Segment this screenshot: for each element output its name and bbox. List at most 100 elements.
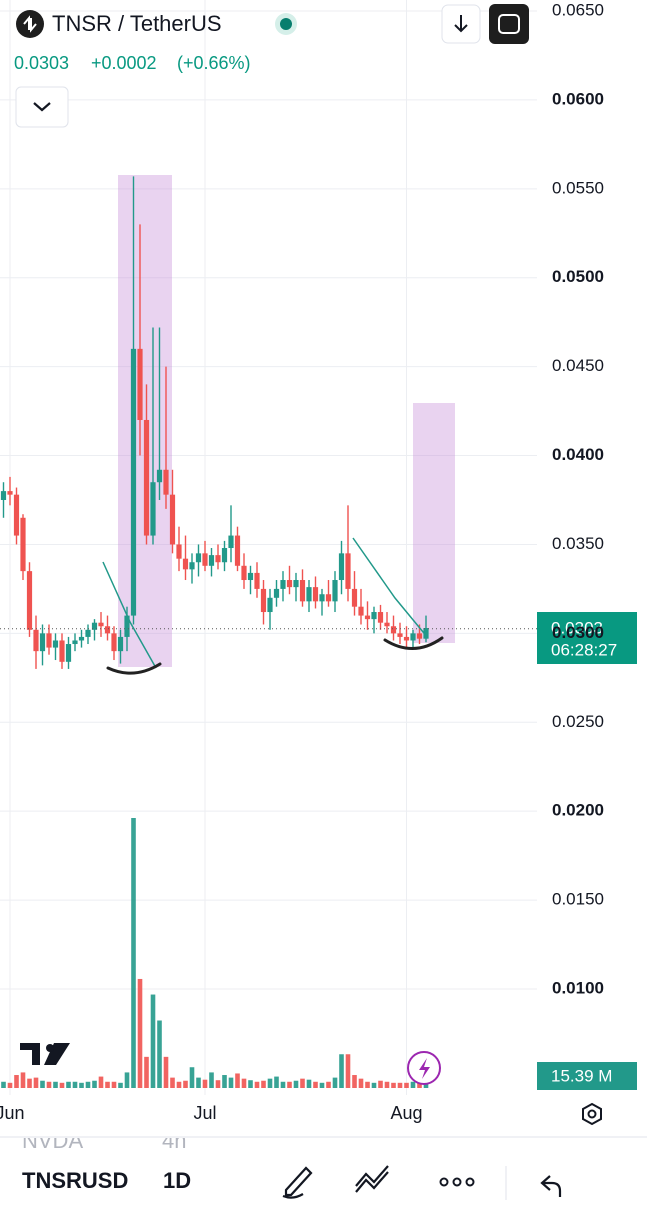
volume-tag bbox=[537, 1062, 637, 1090]
y-tick-label: 0.0450 bbox=[552, 356, 604, 375]
volume-bar bbox=[391, 1082, 396, 1088]
volume-bar bbox=[202, 1079, 208, 1088]
toolbar-symbol[interactable]: TNSRUSD bbox=[22, 1168, 128, 1193]
symbol-title[interactable]: TNSR / TetherUS bbox=[52, 11, 222, 36]
tradingview-logo bbox=[20, 1043, 70, 1065]
candle-body bbox=[150, 482, 156, 536]
candle-body bbox=[312, 587, 319, 602]
volume-bar bbox=[313, 1081, 318, 1088]
trend-line bbox=[352, 537, 429, 639]
candle-body bbox=[182, 558, 189, 570]
candle-body bbox=[91, 622, 98, 630]
y-tick-label: 0.0250 bbox=[552, 712, 604, 731]
chevron-icon bbox=[33, 102, 51, 112]
candle-body bbox=[338, 553, 345, 581]
settings-icon[interactable] bbox=[582, 1102, 602, 1126]
more-icon[interactable] bbox=[439, 1177, 475, 1187]
more-dot bbox=[439, 1177, 449, 1187]
candle-body bbox=[7, 491, 13, 495]
candle-body bbox=[390, 626, 397, 634]
volume-bar bbox=[33, 1077, 39, 1088]
candle-body bbox=[254, 572, 260, 589]
candle-body bbox=[384, 622, 390, 627]
volume-bar bbox=[404, 1082, 409, 1088]
grid bbox=[0, 0, 537, 1095]
y-tick-label: 0.0400 bbox=[552, 445, 604, 464]
candle-body bbox=[189, 562, 195, 570]
volume-bar bbox=[189, 1067, 195, 1088]
volume-bar bbox=[267, 1078, 273, 1088]
lightning-icon bbox=[419, 1058, 430, 1079]
settings-icon-center bbox=[587, 1109, 597, 1119]
draw-tool-icon[interactable] bbox=[282, 1166, 313, 1199]
volume-bar bbox=[150, 994, 156, 1088]
volume-bar bbox=[300, 1078, 305, 1088]
candle-body bbox=[299, 580, 306, 602]
price-tag bbox=[537, 612, 637, 664]
volume-bar bbox=[1, 1081, 6, 1088]
candle-body bbox=[176, 544, 182, 559]
volume-bar bbox=[410, 1081, 416, 1088]
volume-bar bbox=[215, 1080, 221, 1088]
volume-bar bbox=[124, 1072, 130, 1088]
undo-icon[interactable] bbox=[540, 1175, 562, 1197]
candle-body bbox=[286, 580, 293, 588]
volume-bar bbox=[196, 1077, 201, 1088]
volume-pane bbox=[1, 818, 429, 1088]
candle-body bbox=[85, 629, 91, 637]
price-tag-countdown: 06:28:27 bbox=[551, 640, 617, 659]
candle-body bbox=[117, 636, 124, 652]
y-tick-label: 0.0600 bbox=[552, 89, 604, 108]
fullscreen-button[interactable] bbox=[489, 4, 529, 44]
collapse-button[interactable] bbox=[15, 86, 69, 128]
x-tick-label: Jun bbox=[0, 1103, 25, 1123]
more-dot bbox=[452, 1177, 462, 1187]
candle-body bbox=[332, 580, 338, 602]
volume-bar bbox=[170, 1077, 175, 1088]
toolbar-interval[interactable]: 1D bbox=[163, 1168, 191, 1193]
volume-bar bbox=[98, 1076, 104, 1088]
volume-bar bbox=[222, 1075, 227, 1088]
candle-body bbox=[371, 612, 377, 620]
volume-bar bbox=[85, 1081, 91, 1088]
volume-bar bbox=[20, 1072, 26, 1088]
candle-body bbox=[98, 622, 104, 627]
volume-bar bbox=[378, 1080, 383, 1088]
candle-body bbox=[234, 535, 241, 566]
trend-line bbox=[102, 561, 157, 669]
y-tick-label: 0.0300 bbox=[552, 623, 604, 642]
candle-body bbox=[33, 629, 39, 652]
candle-body bbox=[78, 636, 85, 641]
indicator-icon[interactable] bbox=[355, 1165, 389, 1193]
candle-body bbox=[163, 469, 169, 495]
candle-body bbox=[397, 633, 403, 637]
candle-body bbox=[156, 469, 163, 483]
y-tick-label: 0.0100 bbox=[552, 978, 604, 997]
volume-bar bbox=[339, 1054, 344, 1088]
volume-bar bbox=[53, 1081, 58, 1088]
volume-bar bbox=[46, 1081, 52, 1088]
candle-body bbox=[208, 555, 215, 566]
price-change-pct: (+0.66%) bbox=[177, 53, 251, 73]
volume-bar bbox=[92, 1080, 97, 1088]
market-status-dot bbox=[280, 18, 292, 30]
volume-bar bbox=[384, 1081, 390, 1088]
candle-body bbox=[228, 535, 234, 549]
candle-body bbox=[169, 494, 176, 545]
candle-body bbox=[358, 606, 364, 616]
volume-bar bbox=[228, 1077, 234, 1088]
volume-bar bbox=[72, 1081, 78, 1088]
volume-bar bbox=[254, 1081, 260, 1088]
candle-body bbox=[124, 615, 130, 637]
candle-body bbox=[72, 640, 78, 645]
download-icon bbox=[454, 15, 468, 33]
volume-bar bbox=[306, 1079, 312, 1088]
candle-body bbox=[0, 491, 7, 500]
y-tick-label: 0.0350 bbox=[552, 534, 604, 553]
volume-tag-value: 15.39 M bbox=[551, 1066, 612, 1085]
watch-interval: 4h bbox=[162, 1128, 186, 1153]
candle-body bbox=[46, 633, 52, 648]
candle-body bbox=[306, 587, 312, 602]
volume-bar bbox=[241, 1078, 247, 1088]
